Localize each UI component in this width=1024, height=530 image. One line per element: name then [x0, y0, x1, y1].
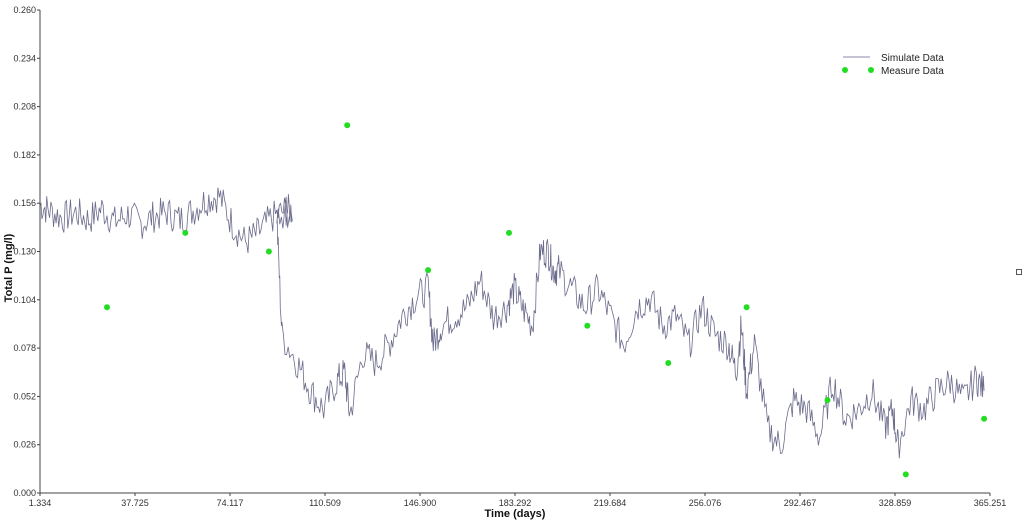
measure-point: [265, 248, 272, 255]
y-tick-label: 0.078: [13, 343, 36, 353]
resize-handle[interactable]: [1016, 269, 1022, 275]
legend-point-swatch-2: [868, 67, 874, 73]
x-tick-label: 328.859: [879, 498, 912, 508]
legend: Simulate Data Measure Data: [842, 53, 944, 77]
y-tick-label: 0.104: [13, 295, 36, 305]
legend-point-swatch-1: [842, 67, 848, 73]
x-tick-label: 110.509: [309, 498, 341, 508]
x-tick-label: 37.725: [121, 498, 149, 508]
measure-point: [902, 471, 909, 478]
measure-point: [344, 122, 351, 129]
x-tick-label: 292.467: [784, 498, 817, 508]
measure-point: [182, 229, 189, 236]
y-tick-label: 0.260: [13, 5, 36, 15]
x-tick-label: 1.334: [29, 498, 52, 508]
x-tick-label: 146.900: [404, 498, 437, 508]
measure-point: [104, 304, 110, 311]
x-axis-ticks: 1.334 37.725 74.117 110.509 146.900 183.292 21…: [29, 493, 1007, 508]
x-tick-label: 219.684: [594, 498, 627, 508]
measure-point: [743, 304, 750, 311]
legend-measure-label: Measure Data: [881, 66, 944, 77]
measure-point: [824, 397, 831, 404]
simulate-data-line: [39, 187, 985, 459]
y-tick-label: 0.234: [13, 53, 36, 63]
y-tick-label: 0.052: [13, 391, 36, 401]
y-tick-label: 0.182: [13, 150, 36, 160]
measure-point: [425, 267, 432, 274]
y-axis-title: Total P (mg/l): [3, 233, 15, 302]
measure-point: [981, 415, 988, 422]
x-tick-label: 74.117: [217, 498, 244, 508]
plot-area: 1.334 37.725 74.117 110.509 146.900 183.292 21…: [13, 5, 1006, 508]
y-tick-label: 0.000: [13, 488, 36, 498]
measure-point: [665, 360, 672, 366]
x-axis-title: Time (days): [485, 508, 546, 520]
series-layer: [39, 187, 985, 459]
measure-point: [506, 229, 512, 236]
x-tick-label: 256.076: [689, 498, 722, 508]
x-tick-label: 183.292: [499, 498, 532, 508]
y-tick-label: 0.208: [13, 102, 36, 112]
y-tick-label: 0.026: [13, 440, 36, 450]
y-tick-label: 0.156: [13, 198, 36, 208]
y-axis-ticks: 0.000 0.026 0.052 0.078 0.104 0.130 0.156 0.182…: [13, 5, 40, 498]
measure-point: [584, 322, 591, 329]
measure-points: [104, 122, 988, 478]
legend-simulate-label: Simulate Data: [881, 53, 944, 64]
x-tick-label: 365.251: [974, 498, 1007, 508]
y-tick-label: 0.130: [13, 247, 36, 257]
